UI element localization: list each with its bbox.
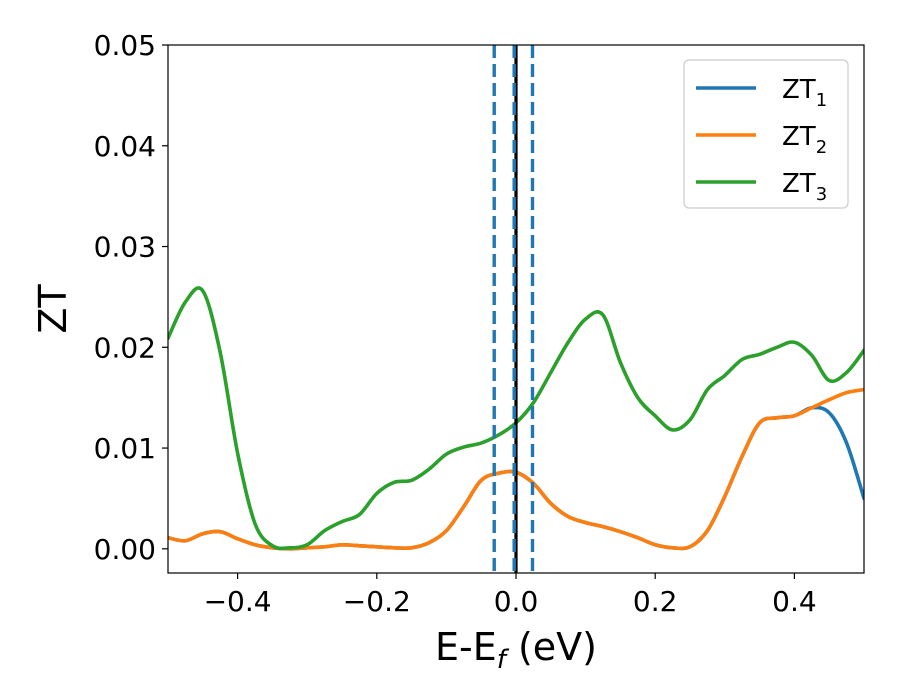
y-axis-ticks: 0.00 0.01 0.02 0.03 0.04 0.05	[94, 29, 168, 566]
x-tick-label: −0.2	[343, 585, 411, 618]
x-tick-label: 0.4	[772, 585, 817, 618]
y-tick-label: 0.05	[94, 29, 156, 62]
y-tick-label: 0.00	[94, 533, 156, 566]
y-tick-label: 0.01	[94, 432, 156, 465]
vertical-lines-layer	[492, 45, 535, 573]
legend: ZT1 ZT2 ZT3	[683, 59, 849, 209]
legend-label-zt3: ZT3	[782, 169, 827, 205]
legend-label-zt2: ZT2	[782, 122, 827, 158]
x-axis-title: E-Ef (eV)	[435, 625, 597, 675]
x-axis-title-main: E-E	[435, 625, 497, 669]
legend-label-zt1: ZT1	[782, 75, 827, 111]
x-axis-ticks: −0.4 −0.2 0.0 0.2 0.4	[204, 573, 817, 618]
y-tick-label: 0.03	[94, 231, 156, 264]
x-tick-label: 0.0	[494, 585, 539, 618]
x-tick-label: 0.2	[633, 585, 678, 618]
x-axis-title-suffix: (eV)	[506, 625, 597, 669]
legend-box	[683, 59, 849, 209]
y-tick-label: 0.04	[94, 130, 156, 163]
y-tick-label: 0.02	[94, 331, 156, 364]
x-tick-label: −0.4	[204, 585, 272, 618]
y-axis-title: ZT	[31, 284, 75, 334]
